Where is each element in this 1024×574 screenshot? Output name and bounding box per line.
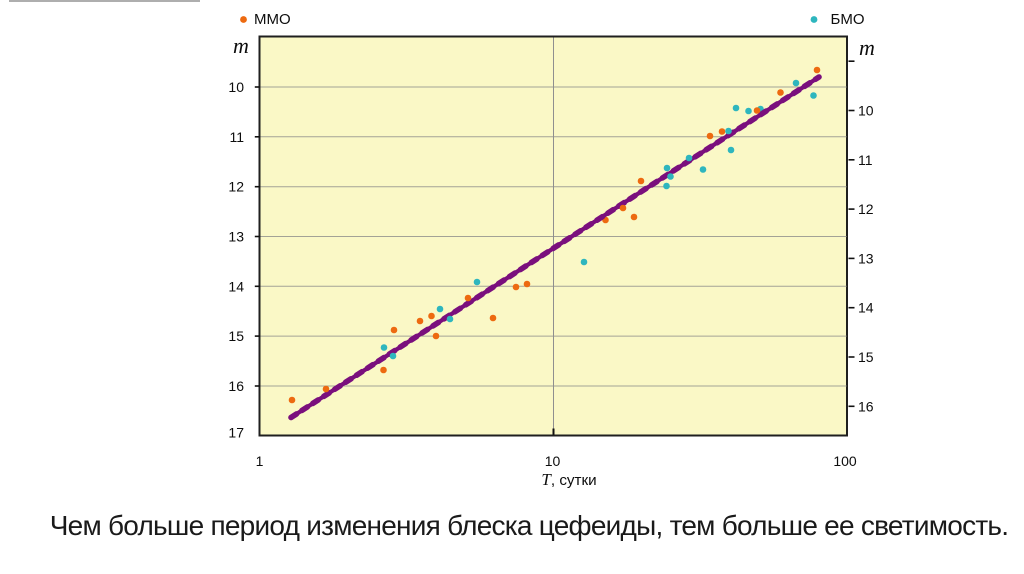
svg-text:10: 10 [228, 79, 244, 95]
svg-text:17: 17 [228, 425, 244, 441]
svg-text:ММО: ММО [254, 11, 291, 28]
svg-text:БМО: БМО [831, 11, 865, 28]
svg-text:m: m [859, 35, 875, 60]
svg-text:16: 16 [858, 398, 874, 414]
svg-text:m: m [233, 33, 249, 58]
svg-text:13: 13 [858, 250, 874, 266]
svg-text:14: 14 [858, 300, 874, 316]
svg-text:12: 12 [858, 201, 874, 217]
svg-text:13: 13 [228, 229, 244, 245]
svg-text:1: 1 [256, 453, 264, 469]
svg-text:11: 11 [229, 129, 244, 145]
svg-text:15: 15 [858, 349, 874, 365]
svg-text:15: 15 [228, 328, 244, 344]
svg-text:16: 16 [228, 378, 244, 394]
svg-text:12: 12 [228, 179, 244, 195]
svg-text:14: 14 [228, 278, 244, 294]
svg-text:10: 10 [545, 453, 561, 469]
svg-text:11: 11 [858, 152, 873, 168]
svg-text:10: 10 [858, 103, 874, 119]
svg-text:T, сутки: T, сутки [541, 470, 596, 489]
svg-text:100: 100 [833, 453, 857, 469]
